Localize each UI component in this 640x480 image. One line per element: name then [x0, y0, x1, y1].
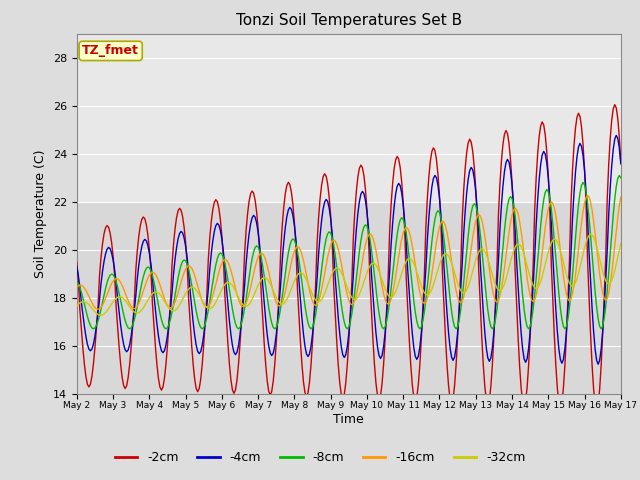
-8cm — [383, 319, 390, 324]
-2cm — [174, 208, 182, 214]
-16cm — [403, 225, 410, 230]
Bar — [77, 202, 621, 394]
-8cm — [616, 173, 623, 179]
X-axis label: Time: Time — [333, 413, 364, 426]
-32cm — [73, 303, 81, 309]
-2cm — [611, 102, 619, 108]
-32cm — [88, 305, 96, 311]
-4cm — [88, 346, 96, 352]
-32cm — [415, 274, 422, 279]
Line: -2cm: -2cm — [77, 105, 621, 409]
-32cm — [176, 302, 184, 308]
-2cm — [383, 308, 390, 313]
-2cm — [413, 394, 420, 400]
-8cm — [416, 326, 424, 332]
-32cm — [617, 240, 625, 247]
-2cm — [401, 227, 408, 233]
-16cm — [94, 306, 102, 312]
-4cm — [595, 361, 602, 367]
-16cm — [552, 213, 559, 218]
-2cm — [88, 373, 96, 379]
-4cm — [612, 132, 620, 138]
-16cm — [617, 194, 625, 200]
-32cm — [384, 292, 392, 298]
-16cm — [88, 300, 96, 306]
-2cm — [550, 333, 558, 338]
Line: -16cm: -16cm — [77, 195, 621, 309]
Text: TZ_fmet: TZ_fmet — [82, 44, 139, 58]
-8cm — [174, 275, 182, 281]
-16cm — [415, 281, 422, 287]
-4cm — [617, 161, 625, 167]
-16cm — [176, 285, 184, 290]
-8cm — [617, 175, 625, 180]
Line: -8cm: -8cm — [77, 176, 621, 329]
-8cm — [413, 318, 420, 324]
-8cm — [73, 279, 81, 285]
-4cm — [174, 236, 182, 242]
-16cm — [384, 301, 392, 307]
-4cm — [401, 218, 408, 224]
-32cm — [97, 312, 105, 318]
-4cm — [550, 281, 558, 287]
-16cm — [73, 284, 81, 290]
-8cm — [88, 325, 96, 331]
-8cm — [552, 255, 559, 261]
-2cm — [593, 407, 600, 412]
-4cm — [73, 264, 81, 270]
-2cm — [73, 260, 81, 265]
-32cm — [552, 237, 559, 243]
Y-axis label: Soil Temperature (C): Soil Temperature (C) — [35, 149, 47, 278]
Line: -32cm: -32cm — [77, 234, 621, 315]
-16cm — [584, 192, 591, 198]
Legend: -2cm, -4cm, -8cm, -16cm, -32cm: -2cm, -4cm, -8cm, -16cm, -32cm — [109, 446, 531, 469]
-8cm — [401, 222, 408, 228]
-32cm — [403, 258, 410, 264]
-4cm — [383, 312, 390, 318]
Line: -4cm: -4cm — [77, 135, 621, 364]
-2cm — [617, 159, 625, 165]
Title: Tonzi Soil Temperatures Set B: Tonzi Soil Temperatures Set B — [236, 13, 462, 28]
-32cm — [587, 231, 595, 237]
-4cm — [413, 357, 420, 362]
